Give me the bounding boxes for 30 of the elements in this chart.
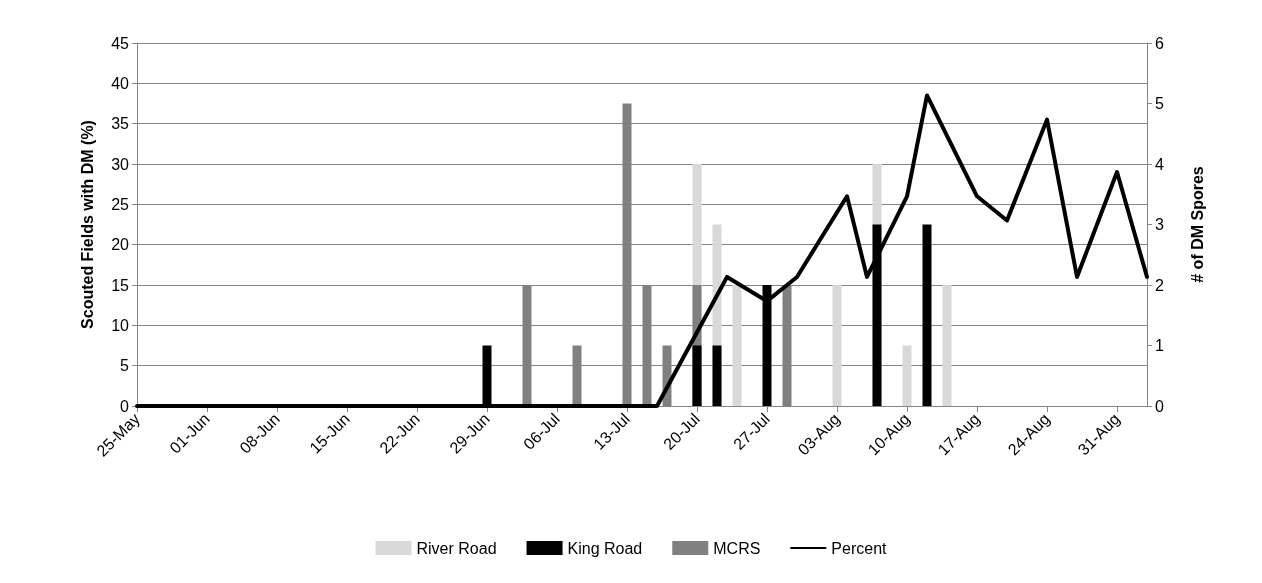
y2-tick-label: 4 bbox=[1155, 155, 1164, 173]
y-tick-label: 15 bbox=[111, 276, 130, 294]
y-tick-label: 20 bbox=[111, 236, 130, 254]
legend-label: River Road bbox=[416, 539, 497, 557]
y2-axis-title: # of DM Spores bbox=[1188, 166, 1206, 283]
y-tick-label: 35 bbox=[111, 115, 130, 133]
y2-tick-label: 5 bbox=[1155, 95, 1164, 112]
legend-label: MCRS bbox=[713, 539, 761, 557]
y-tick-label: 0 bbox=[120, 397, 130, 415]
y2-tick-label: 3 bbox=[1155, 216, 1164, 233]
bar bbox=[712, 345, 722, 406]
bar bbox=[942, 285, 952, 406]
y2-tick-label: 1 bbox=[1155, 337, 1164, 354]
y-tick-label: 45 bbox=[111, 34, 130, 52]
y2-tick-label: 2 bbox=[1155, 276, 1164, 294]
y-tick-label: 5 bbox=[120, 357, 130, 375]
bar bbox=[922, 224, 932, 406]
bar bbox=[832, 285, 842, 406]
y-tick-label: 30 bbox=[111, 155, 130, 173]
y-tick-label: 40 bbox=[111, 74, 130, 92]
y2-tick-label: 0 bbox=[1155, 397, 1164, 415]
y-tick-label: 25 bbox=[111, 195, 130, 213]
legend-label: King Road bbox=[567, 539, 643, 557]
bar bbox=[732, 285, 742, 406]
bar bbox=[902, 345, 912, 406]
legend-label: Percent bbox=[831, 539, 888, 557]
y-tick-label: 10 bbox=[111, 316, 130, 334]
y2-tick-label: 6 bbox=[1155, 34, 1164, 52]
line-series bbox=[135, 93, 1149, 408]
y-axis-title: Scouted Fields with DM (%) bbox=[78, 120, 96, 329]
